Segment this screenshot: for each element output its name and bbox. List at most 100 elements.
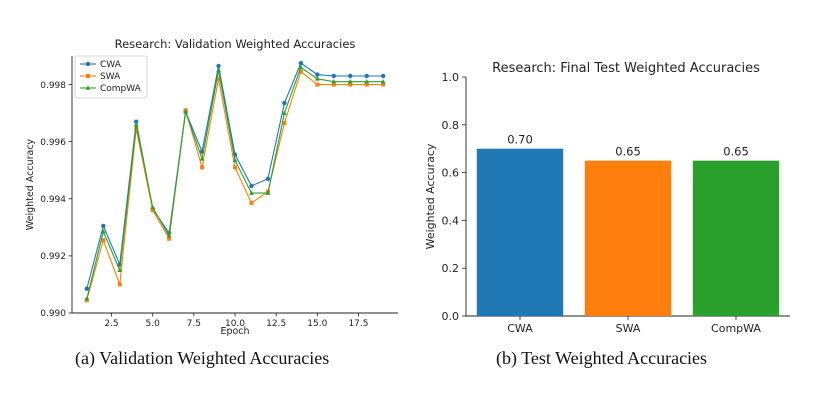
- data-point: [314, 76, 320, 81]
- y-tick-label: 0.2: [442, 262, 460, 275]
- caption-test: (b) Test Weighted Accuracies: [496, 348, 708, 368]
- x-tick-label: CompWA: [711, 322, 761, 335]
- series-swa: [84, 69, 386, 303]
- x-tick-label: CWA: [507, 322, 533, 335]
- caption-validation: (a) Validation Weighted Accuracies: [75, 348, 330, 368]
- legend-item: SWA: [80, 72, 121, 82]
- x-tick-label: 17.5: [348, 319, 368, 329]
- bar-cwa: 0.70 CWA: [476, 133, 564, 335]
- data-point: [315, 82, 320, 87]
- y-tick-label: 0.998: [40, 81, 66, 91]
- data-point: [380, 79, 386, 84]
- bar: [476, 148, 564, 316]
- data-point: [216, 63, 221, 69]
- data-point: [331, 73, 336, 79]
- bar-value-label: 0.70: [507, 133, 533, 147]
- line-chart-x-axis-label: Epoch: [220, 326, 249, 337]
- data-point: [84, 286, 90, 291]
- x-tick-label: SWA: [616, 322, 641, 335]
- legend-marker: [85, 85, 91, 90]
- data-point: [117, 282, 122, 287]
- data-point: [167, 236, 172, 241]
- legend-item: CWA: [80, 60, 122, 70]
- data-point: [233, 165, 237, 170]
- x-tick-label: 2.5: [104, 319, 118, 329]
- y-tick-label: 0.6: [442, 167, 460, 180]
- bar-value-label: 0.65: [615, 145, 641, 159]
- data-point: [84, 296, 90, 301]
- x-tick-label: 15.0: [307, 319, 327, 329]
- bar-swa: 0.65 SWA: [584, 145, 672, 335]
- data-point: [249, 183, 254, 189]
- data-point: [381, 82, 386, 87]
- data-point: [315, 72, 320, 77]
- data-point: [166, 233, 172, 238]
- line-chart-title: Research: Validation Weighted Accuracies: [115, 37, 356, 51]
- validation-line-chart: Research: Validation Weighted Accuracies…: [25, 37, 398, 337]
- legend-label: CWA: [100, 60, 122, 70]
- data-point: [298, 60, 304, 66]
- y-tick-label: 0.0: [442, 310, 460, 323]
- x-tick-label: 12.5: [266, 319, 286, 329]
- y-tick-label: 0.4: [442, 214, 460, 227]
- legend-marker: [85, 61, 91, 67]
- line-chart-series: [84, 60, 386, 303]
- y-tick-label: 0.8: [442, 119, 460, 132]
- line-chart-x-ticks: 2.5 5.0 7.5 10.0 12.5 15.0 17.5: [104, 313, 369, 329]
- data-point: [199, 156, 205, 161]
- data-point: [265, 176, 271, 181]
- line-chart-legend: CWA SWA CompWA: [74, 55, 148, 99]
- legend-label: CompWA: [100, 84, 142, 94]
- data-point: [117, 267, 123, 272]
- bar-chart-bars: 0.70 CWA 0.65 SWA 0.65 CompWA: [476, 133, 780, 335]
- data-point: [298, 64, 304, 70]
- legend-item: CompWA: [80, 84, 142, 94]
- data-point: [298, 69, 303, 74]
- data-point: [216, 67, 221, 73]
- y-tick-label: 1.0: [442, 71, 460, 84]
- bar: [692, 160, 780, 316]
- data-point: [232, 157, 238, 163]
- data-point: [150, 204, 156, 210]
- data-point: [134, 119, 139, 124]
- data-point: [200, 165, 205, 170]
- data-point: [348, 82, 353, 87]
- bar-chart-y-axis-label: Weighted Accuracy: [424, 143, 437, 249]
- x-tick-label: 5.0: [146, 319, 161, 329]
- data-point: [281, 110, 287, 115]
- legend-label: SWA: [100, 72, 121, 82]
- bar-compwa: 0.65 CompWA: [692, 145, 780, 335]
- data-point: [364, 79, 370, 84]
- data-point: [133, 121, 139, 127]
- bar-value-label: 0.65: [723, 145, 749, 159]
- y-tick-label: 0.992: [40, 252, 66, 262]
- data-point: [380, 73, 386, 79]
- data-point: [265, 190, 271, 195]
- legend-marker: [86, 74, 90, 78]
- data-point: [183, 109, 189, 114]
- data-point: [282, 100, 287, 106]
- data-point: [347, 79, 353, 84]
- test-bar-chart: Research: Final Test Weighted Accuracies…: [424, 61, 790, 335]
- line-chart-y-ticks: 0.990 0.992 0.994 0.996 0.998: [40, 81, 72, 319]
- data-point: [249, 201, 254, 206]
- y-tick-label: 0.994: [40, 195, 66, 205]
- data-point: [348, 73, 353, 79]
- x-tick-label: 7.5: [187, 319, 201, 329]
- series-compwa: [84, 64, 386, 301]
- data-point: [364, 73, 369, 79]
- y-tick-label: 0.990: [40, 309, 66, 319]
- bar-chart-y-ticks: 0.0 0.2 0.4 0.6 0.8 1.0: [442, 71, 466, 323]
- line-chart-y-axis-label: Weighted Accuracy: [25, 138, 36, 230]
- data-point: [331, 82, 336, 87]
- data-point: [331, 79, 337, 84]
- series-line: [86, 70, 384, 301]
- data-point: [282, 121, 287, 126]
- data-point: [101, 238, 106, 243]
- data-point: [100, 229, 106, 234]
- data-point: [364, 82, 369, 87]
- data-point: [249, 190, 254, 195]
- bar-chart-title: Research: Final Test Weighted Accuracies: [492, 61, 760, 76]
- series-line: [86, 66, 384, 299]
